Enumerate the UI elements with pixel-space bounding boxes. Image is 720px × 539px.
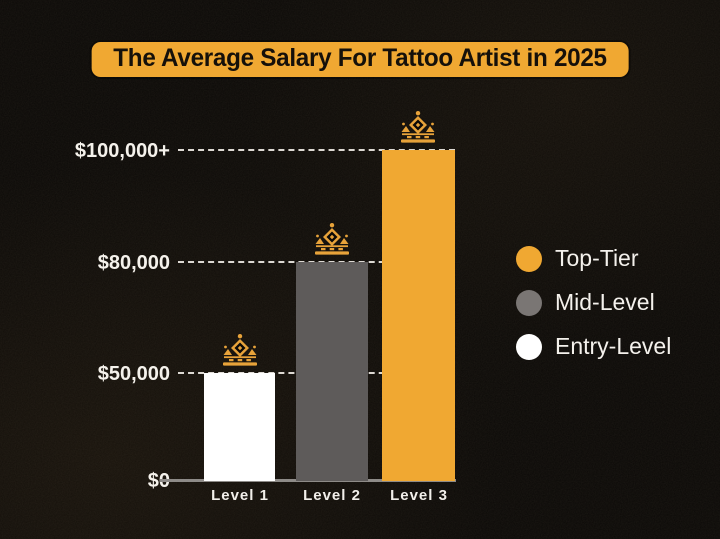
xlabel-level-1: Level 1 [211, 487, 269, 504]
legend-label: Entry-Level [555, 333, 672, 359]
bar-level-3 [382, 150, 455, 481]
legend: Top-Tier Mid-Level Entry-Level [516, 245, 671, 360]
ytick-50k: $50,000 [97, 363, 170, 385]
ytick-100k: $100,000+ [74, 140, 170, 162]
bar-level-1 [204, 373, 275, 481]
legend-label: Top-Tier [555, 245, 639, 271]
legend-item-top-tier: Top-Tier [516, 245, 671, 272]
ytick-80k: $80,000 [97, 252, 170, 274]
ytick-0: $0 [147, 470, 170, 492]
mid-level-swatch-icon [516, 289, 542, 316]
legend-item-mid-level: Mid-Level [516, 289, 671, 316]
xlabel-level-2: Level 2 [303, 487, 361, 504]
xlabel-level-3: Level 3 [390, 487, 448, 504]
crown-icon-3 [401, 111, 435, 143]
entry-level-swatch-icon [516, 333, 542, 360]
bar-level-2 [296, 262, 368, 481]
crown-icon-1 [223, 334, 257, 366]
legend-item-entry-level: Entry-Level [516, 333, 671, 360]
title-banner: The Average Salary For Tattoo Artist in … [91, 42, 629, 77]
top-tier-swatch-icon [516, 245, 542, 272]
page-title: The Average Salary For Tattoo Artist in … [113, 44, 607, 72]
legend-label: Mid-Level [555, 289, 655, 315]
crown-icon-2 [315, 223, 349, 255]
